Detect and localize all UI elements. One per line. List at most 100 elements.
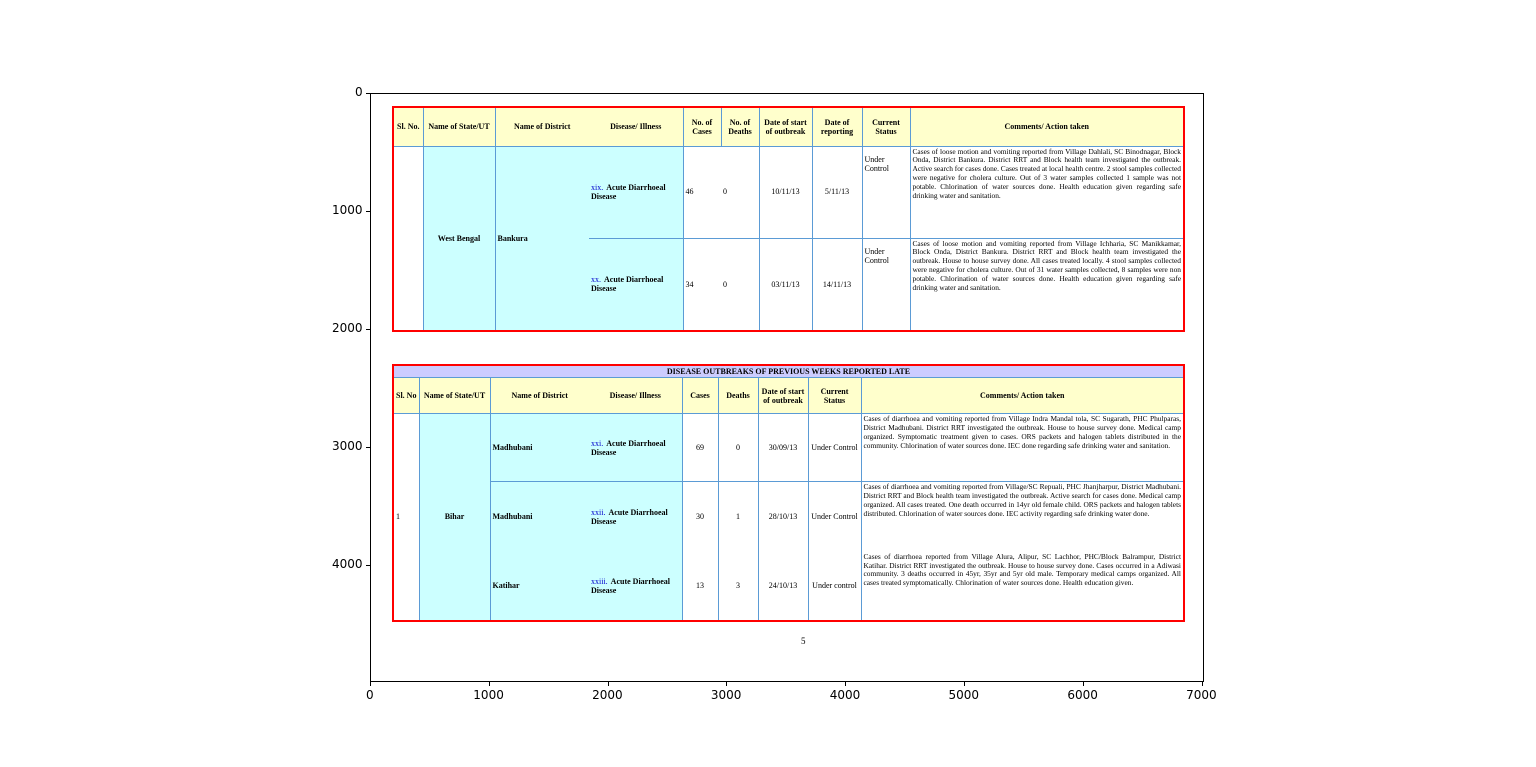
comments-cell: Cases of loose motion and vomiting repor… bbox=[909, 237, 1185, 332]
y-tick-label: 4000 bbox=[332, 557, 363, 572]
table-header-row: Sl. No. Name of State/UT Name of Distric… bbox=[392, 106, 1185, 147]
x-tick-label: 1000 bbox=[473, 688, 504, 702]
y-tick-label: 0 bbox=[355, 85, 363, 99]
disease-cell: xxiii. Acute Diarrhoeal Disease bbox=[589, 551, 683, 622]
sl-cell bbox=[392, 145, 424, 332]
table-row: West Bengal Bankura xix. Acute Diarrhoeal… bbox=[392, 145, 1185, 332]
deaths-cell: 0 bbox=[721, 237, 760, 332]
cases-cell: 30 bbox=[681, 481, 719, 552]
table-row: 1 Bihar Madhubani xxi. Acute Diarrhoeal D… bbox=[392, 413, 1185, 622]
header-cases: Cases bbox=[681, 377, 719, 415]
table-row: xx. Acute Diarrhoeal Disease 34 0 03/11/1… bbox=[393, 237, 1185, 332]
table-row: Katihar xxiii. Acute Diarrhoeal Disease 1… bbox=[393, 551, 1185, 622]
x-tick bbox=[370, 682, 371, 686]
header-district: Name of District bbox=[494, 106, 589, 147]
header-disease: Disease/ Illness bbox=[589, 106, 684, 147]
comments-cell: Cases of diarrhoea and vomiting reported… bbox=[860, 413, 1185, 483]
table-row: Madhubani xxii. Acute Diarrhoeal Disease … bbox=[393, 481, 1185, 552]
disease-cell: xxi. Acute Diarrhoeal Disease bbox=[589, 413, 683, 483]
header-deaths: No. of Deaths bbox=[720, 106, 760, 147]
x-tick bbox=[607, 682, 609, 686]
item-number: xxii. bbox=[591, 507, 606, 517]
plot-axes bbox=[370, 93, 1204, 682]
start-date-cell: 24/10/13 bbox=[757, 551, 809, 622]
status-cell: Under Control bbox=[807, 481, 862, 552]
status-cell: Under Control bbox=[861, 145, 911, 239]
status-cell: Under Control bbox=[807, 413, 862, 483]
disease-cell: xix. Acute Diarrhoeal Disease bbox=[589, 145, 684, 239]
header-state: Name of State/UT bbox=[418, 377, 491, 415]
header-reporting-date: Date of reporting bbox=[811, 106, 863, 147]
state-cell: West Bengal bbox=[422, 145, 496, 332]
section-title: DISEASE OUTBREAKS OF PREVIOUS WEEKS REPO… bbox=[392, 364, 1185, 379]
header-comments: Comments/ Action taken bbox=[860, 377, 1185, 415]
x-tick-label: 6000 bbox=[1067, 688, 1098, 702]
header-district: Name of District bbox=[489, 377, 589, 415]
disease-name: Acute Diarrhoeal Disease bbox=[591, 438, 666, 457]
item-number: xxiii. bbox=[591, 576, 608, 586]
y-tick bbox=[366, 211, 370, 213]
deaths-cell: 3 bbox=[717, 551, 759, 622]
cases-cell: 46 bbox=[682, 145, 721, 239]
state-cell: Bihar bbox=[418, 413, 491, 622]
deaths-cell: 0 bbox=[721, 145, 760, 239]
outbreak-table-late: DISEASE OUTBREAKS OF PREVIOUS WEEKS REPO… bbox=[392, 364, 1185, 622]
x-tick-label: 5000 bbox=[948, 688, 980, 702]
deaths-cell: 1 bbox=[717, 481, 759, 552]
start-date-cell: 28/10/13 bbox=[757, 481, 809, 552]
x-tick bbox=[845, 682, 847, 686]
x-tick-label: 3000 bbox=[710, 688, 742, 702]
item-number: xx. bbox=[591, 275, 601, 285]
x-tick bbox=[964, 682, 966, 686]
sl-cell: 1 bbox=[392, 413, 420, 622]
district-cell: Madhubani bbox=[489, 481, 589, 552]
y-tick-label: 3000 bbox=[332, 439, 363, 454]
y-tick bbox=[366, 447, 370, 449]
comments-cell: Cases of diarrhoea and vomiting reported… bbox=[860, 481, 1185, 552]
item-number: xxi. bbox=[591, 438, 604, 448]
x-tick-label: 2000 bbox=[592, 688, 623, 702]
start-date-cell: 30/09/13 bbox=[757, 413, 809, 483]
header-status: Current Status bbox=[861, 106, 911, 147]
start-date-cell: 10/11/13 bbox=[758, 145, 813, 239]
header-comments: Comments/ Action taken bbox=[909, 106, 1185, 147]
item-number: xix. bbox=[591, 182, 604, 192]
status-cell: Under control bbox=[807, 551, 862, 622]
outbreak-table-current: Sl. No. Name of State/UT Name of Distric… bbox=[392, 106, 1185, 332]
header-sl: Sl. No. bbox=[392, 106, 424, 147]
x-tick-label: 7000 bbox=[1186, 688, 1217, 702]
header-status: Current Status bbox=[807, 377, 862, 415]
y-tick bbox=[366, 93, 370, 94]
header-cases: No. of Cases bbox=[682, 106, 722, 147]
district-cell: Madhubani bbox=[489, 413, 589, 483]
reporting-date-cell: 14/11/13 bbox=[811, 237, 863, 332]
disease-name: Acute Diarrhoeal Disease bbox=[591, 507, 668, 526]
table-header-row: Sl. No Name of State/UT Name of District… bbox=[392, 377, 1185, 415]
x-tick bbox=[726, 682, 728, 686]
disease-name: Acute Diarrhoeal Disease bbox=[591, 182, 666, 201]
header-deaths: Deaths bbox=[717, 377, 759, 415]
y-tick bbox=[366, 329, 370, 331]
header-start-date: Date of start of outbreak bbox=[758, 106, 813, 147]
header-state: Name of State/UT bbox=[422, 106, 496, 147]
x-tick bbox=[488, 682, 490, 686]
deaths-cell: 0 bbox=[717, 413, 759, 483]
page-number: 5 bbox=[801, 636, 806, 646]
cases-cell: 13 bbox=[681, 551, 719, 622]
disease-name: Acute Diarrhoeal Disease bbox=[591, 275, 664, 294]
x-tick bbox=[1082, 682, 1084, 686]
district-cell: Bankura bbox=[494, 145, 589, 332]
y-tick-label: 1000 bbox=[332, 203, 363, 218]
disease-cell: xx. Acute Diarrhoeal Disease bbox=[589, 237, 684, 332]
reporting-date-cell: 5/11/13 bbox=[811, 145, 863, 239]
header-disease: Disease/ Illness bbox=[589, 377, 683, 415]
x-tick bbox=[1201, 682, 1203, 686]
x-tick-label: 4000 bbox=[829, 688, 861, 702]
x-tick-label: 0 bbox=[366, 688, 374, 702]
cases-cell: 34 bbox=[682, 237, 721, 332]
cases-cell: 69 bbox=[681, 413, 719, 483]
comments-cell: Cases of loose motion and vomiting repor… bbox=[909, 145, 1185, 239]
disease-cell: xxii. Acute Diarrhoeal Disease bbox=[589, 481, 683, 552]
district-cell: Katihar bbox=[489, 551, 589, 622]
y-tick-label: 2000 bbox=[332, 321, 363, 336]
